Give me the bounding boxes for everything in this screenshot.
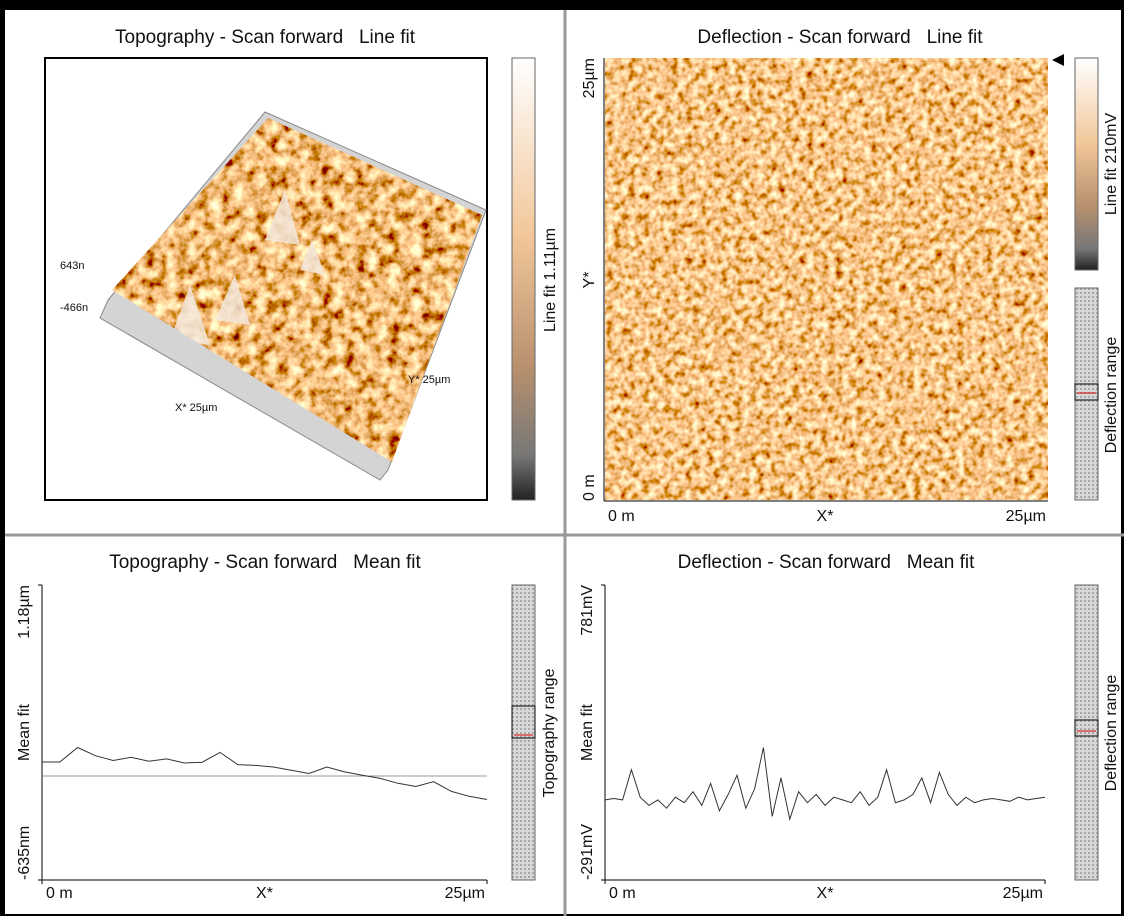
x-tick-label: 0 m: [608, 508, 635, 525]
y-axis-label: Mean fit: [579, 703, 596, 760]
x-tick-label: 0 m: [609, 885, 636, 902]
range-bar[interactable]: [1075, 585, 1098, 880]
y-axis-label: Mean fit: [16, 703, 33, 760]
colorbar[interactable]: [1075, 58, 1098, 270]
y-tick-label: 781mV: [579, 585, 596, 636]
colorbar-label: Line fit 1.11µm: [542, 228, 559, 332]
x-label: X* 25µm: [175, 402, 217, 414]
x-axis-label: X*: [817, 508, 834, 525]
x-tick-label: 25µm: [1003, 885, 1043, 902]
x-tick-label: 25µm: [445, 885, 485, 902]
y-axis-label: Y*: [581, 272, 598, 289]
y-tick-label: 1.18µm: [16, 585, 33, 639]
deflection-image: [605, 58, 1048, 500]
y-tick-label: 0 m: [581, 474, 598, 501]
range-label: Deflection range: [1103, 675, 1120, 792]
y-label: Y* 25µm: [408, 374, 450, 386]
colorbar-label: Line fit 210mV: [1103, 113, 1120, 216]
colorbar[interactable]: [512, 58, 535, 500]
z-label: 643n: [60, 260, 84, 272]
x-axis-label: X*: [256, 885, 273, 902]
x-tick-label: 25µm: [1006, 508, 1046, 525]
panel-title: Deflection - Scan forward Mean fit: [678, 552, 975, 573]
range-bar[interactable]: [512, 585, 535, 880]
z-label: -466n: [60, 302, 88, 314]
y-tick-label: 25µm: [581, 58, 598, 98]
panel-title: Topography - Scan forward Mean fit: [109, 552, 421, 573]
x-tick-label: 0 m: [46, 885, 73, 902]
range-bar[interactable]: [1075, 288, 1098, 500]
x-axis-label: X*: [817, 885, 834, 902]
panel-title: Topography - Scan forward Line fit: [115, 27, 416, 48]
range-label: Deflection range: [1103, 337, 1120, 454]
y-tick-label: -635nm: [16, 826, 33, 880]
range-label: Topography range: [541, 668, 558, 797]
y-tick-label: -291mV: [579, 824, 596, 880]
panel-title: Deflection - Scan forward Line fit: [697, 27, 983, 48]
app-window: Topography - Scan forward Line fit 643n …: [0, 0, 1124, 916]
